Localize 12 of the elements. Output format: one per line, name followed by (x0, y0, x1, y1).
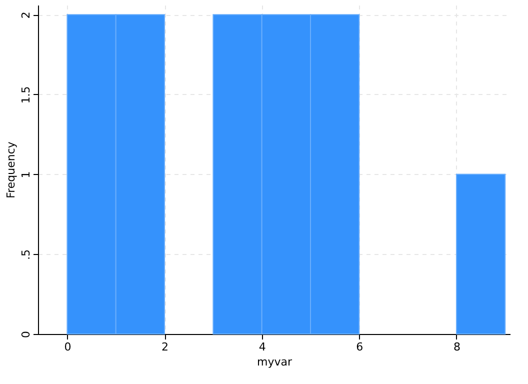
x-tick-label: 6 (356, 340, 364, 354)
y-tick-label: 2 (20, 12, 32, 19)
x-tick-label: 2 (162, 340, 169, 354)
x-tick-label: 0 (64, 340, 72, 354)
y-tick-label: 1 (20, 171, 32, 178)
x-tick-label: 8 (453, 340, 460, 354)
y-tick-label: 1.5 (20, 86, 32, 104)
y-tick-label: 0 (20, 331, 32, 338)
y-axis-title: Frequency (4, 141, 18, 198)
x-axis-title: myvar (257, 356, 292, 368)
y-tick-label: .5 (20, 249, 32, 260)
x-tick-label: 4 (258, 340, 266, 354)
